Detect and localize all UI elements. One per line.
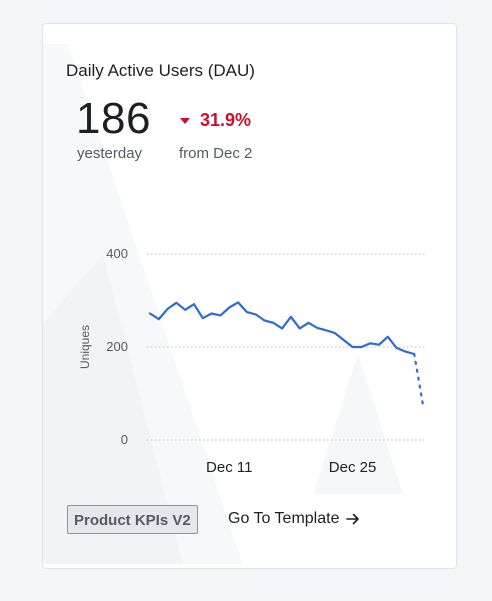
dau-value: 186 bbox=[76, 94, 151, 143]
product-kpis-badge[interactable]: Product KPIs V2 bbox=[67, 505, 198, 534]
x-tick-label: Dec 11 bbox=[206, 459, 252, 476]
series-partial-line bbox=[413, 352, 425, 407]
card-title: Daily Active Users (DAU) bbox=[66, 61, 255, 80]
y-axis-label: Uniques bbox=[78, 325, 92, 369]
y-tick-label: 400 bbox=[106, 246, 128, 261]
caret-down-icon bbox=[180, 118, 190, 124]
go-to-template-link[interactable]: Go To Template bbox=[228, 510, 360, 528]
x-tick-label: Dec 25 bbox=[329, 459, 377, 476]
delta-caption: from Dec 2 bbox=[179, 145, 253, 162]
delta-value: 31.9% bbox=[200, 110, 252, 130]
dau-card: Daily Active Users (DAU) 186 yesterday 3… bbox=[42, 23, 457, 569]
arrow-right-icon bbox=[346, 513, 360, 525]
dau-value-caption: yesterday bbox=[77, 145, 143, 162]
go-to-template-label: Go To Template bbox=[228, 510, 340, 527]
y-tick-label: 200 bbox=[106, 339, 128, 354]
watermark-background bbox=[43, 44, 403, 564]
series-line bbox=[148, 301, 416, 356]
delta-indicator: 31.9% bbox=[180, 110, 251, 131]
y-tick-label: 0 bbox=[121, 432, 128, 447]
dau-line-chart: 0 200 400 Uniques Dec 11 Dec 25 bbox=[78, 246, 425, 476]
